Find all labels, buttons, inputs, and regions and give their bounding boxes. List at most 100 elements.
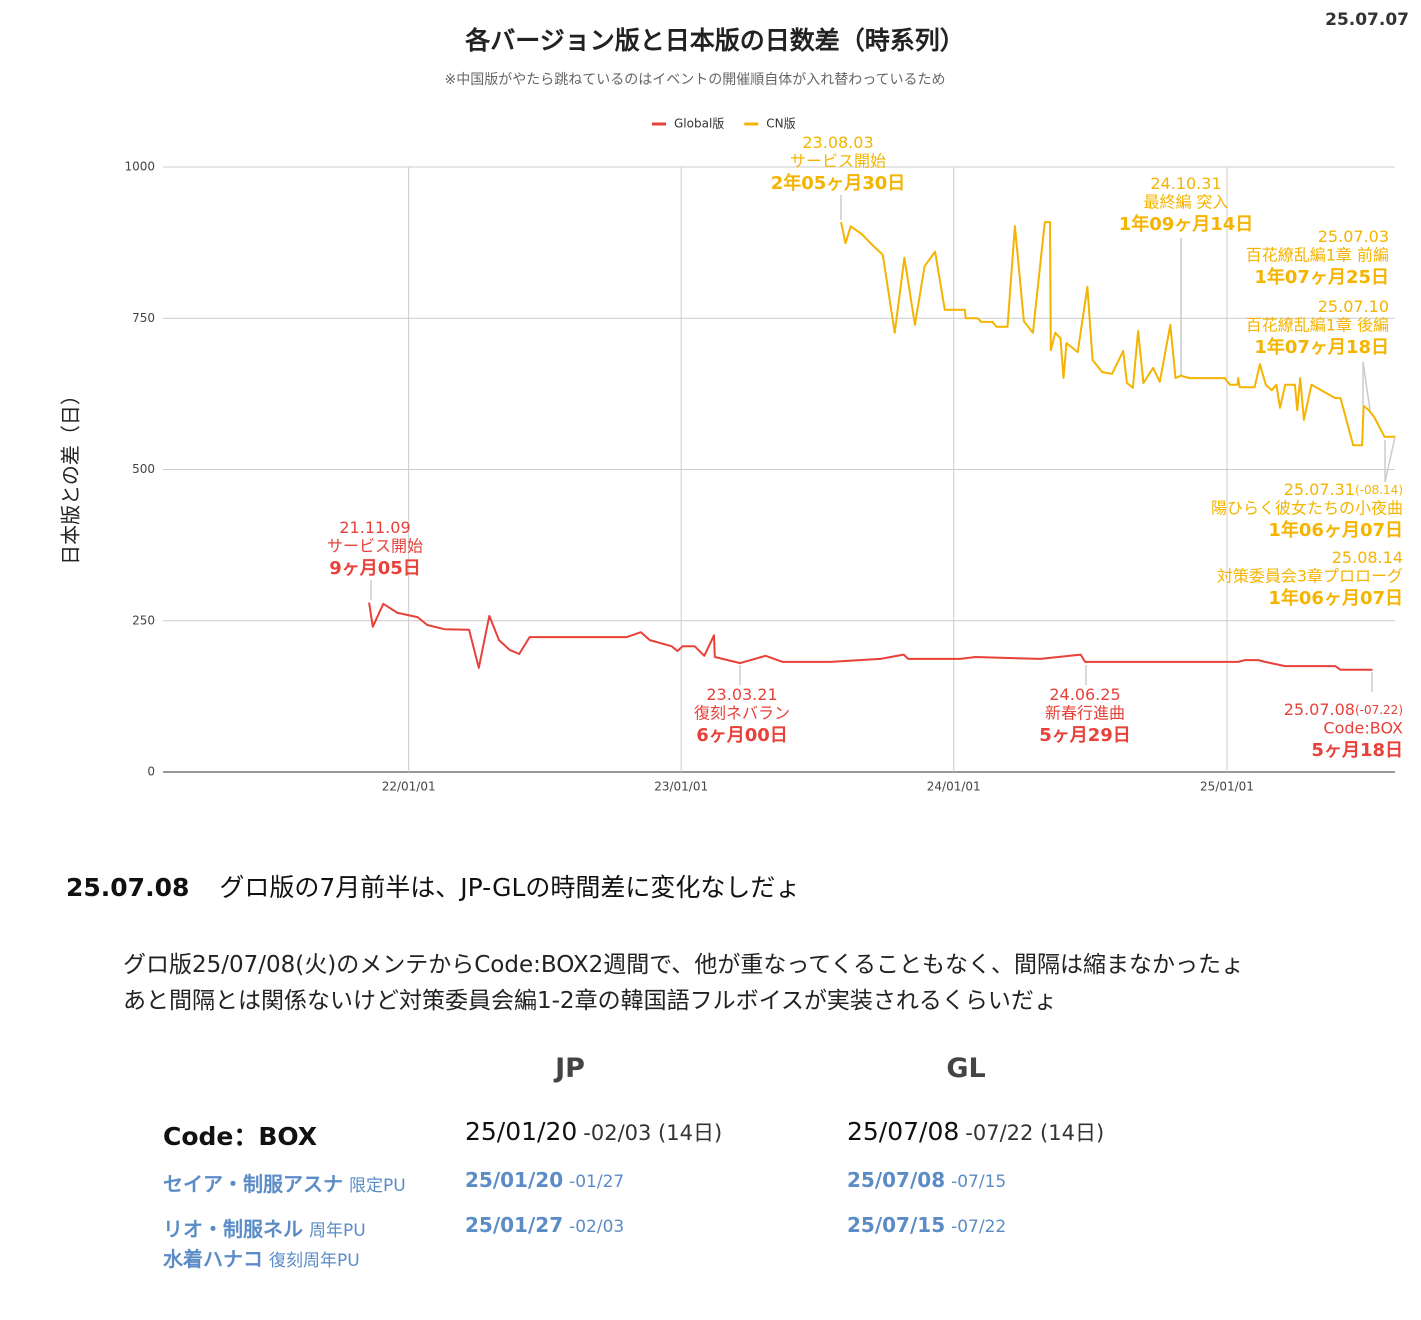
name-main: 水着ハナコ: [163, 1247, 263, 1271]
date-cell: 25/01/20 -01/27: [465, 1168, 624, 1192]
annotation-event: サービス開始: [790, 152, 886, 171]
date-end: -07/22 (14日): [965, 1121, 1105, 1145]
table-header-cell: JP: [530, 1053, 610, 1084]
date-start: 25/07/08: [847, 1117, 960, 1146]
annotation-event: 陽ひらく彼女たちの小夜曲: [1211, 499, 1403, 518]
annotation-gap: 6ヶ月00日: [696, 725, 788, 746]
annotation-date: 23.08.03: [802, 133, 873, 152]
note-line: あと間隔とは関係ないけど対策委員会編1-2章の韓国語フルボイスが実装されるくらい…: [123, 988, 1057, 1014]
row-name: セイア・制服アスナ 限定PU: [163, 1168, 406, 1197]
annotation-date: 24.06.25: [1049, 685, 1120, 704]
annotation-date: 23.03.21: [706, 685, 777, 704]
annotation-gap: 1年06ヶ月07日: [1268, 587, 1403, 609]
annotation-event: 最終編 突入: [1143, 193, 1228, 212]
date-start: 25/07/15: [847, 1213, 946, 1237]
name-sub: 復刻周年PU: [269, 1251, 360, 1271]
date-cell: 25/07/08 -07/15: [847, 1168, 1006, 1192]
annotation-date-text: 25.07.03: [1318, 227, 1389, 246]
row-name: Code：BOX: [163, 1117, 317, 1153]
annotation-date: 21.11.09: [339, 518, 410, 537]
date-start: 25/01/20: [465, 1117, 578, 1146]
annotation-event: 百花繚乱編1章 前編: [1246, 246, 1389, 265]
note-paragraph: グロ版25/07/08(火)のメンテからCode:BOX2週間で、他が重なってく…: [123, 945, 1244, 979]
annotation-date: 25.07.03: [1318, 227, 1389, 246]
annotation-date: 24.10.31: [1150, 174, 1221, 193]
x-tick-label: 23/01/01: [654, 780, 708, 794]
date-end: -01/27: [569, 1172, 625, 1192]
annotation-gap: 2年05ヶ月30日: [771, 172, 906, 194]
chart-subtitle: ※中国版がやたら跳ねているのはイベントの開催順自体が入れ替わっているため: [444, 72, 945, 88]
name-sub: 限定PU: [349, 1176, 406, 1196]
annotation-event: 復刻ネバラン: [694, 704, 790, 723]
table-header: GL: [946, 1053, 986, 1084]
series-line: [368, 602, 1373, 671]
y-axis-label: 日本版との差（日）: [59, 385, 83, 565]
date-cell: 25/01/20 -02/03 (14日): [465, 1117, 722, 1147]
annotation-date-text: 23.03.21: [706, 685, 777, 704]
date-start: 25/01/20: [465, 1168, 564, 1192]
row-name: リオ・制服ネル 周年PU: [163, 1213, 366, 1242]
annotation-range: (-08.14): [1355, 483, 1403, 497]
annotation-event: Code:BOX: [1323, 719, 1403, 738]
name-main: Code：BOX: [163, 1122, 318, 1151]
annotation-date-text: 25.07.31: [1284, 480, 1355, 499]
note-line: グロ版25/07/08(火)のメンテからCode:BOX2週間で、他が重なってく…: [123, 952, 1245, 978]
date-end: -02/03: [569, 1217, 625, 1237]
legend-label: Global版: [674, 117, 724, 131]
name-sub: 周年PU: [309, 1221, 366, 1241]
annotation-event: 対策委員会3章プロローグ: [1217, 567, 1403, 586]
annotation-gap: 1年06ヶ月07日: [1268, 519, 1403, 541]
row-name: 水着ハナコ 復刻周年PU: [163, 1243, 360, 1272]
annotation-date-text: 21.11.09: [339, 518, 410, 537]
date-end: -07/15: [951, 1172, 1007, 1192]
note-date: 25.07.08: [66, 873, 190, 902]
annotation-event: 百花繚乱編1章 後編: [1246, 316, 1389, 335]
series-line: [840, 221, 1395, 447]
leader-line: [1362, 361, 1371, 411]
legend-label: CN版: [766, 117, 795, 131]
chart: 各バージョン版と日本版の日数差（時系列） ※中国版がやたら跳ねているのはイベント…: [59, 26, 1404, 794]
y-tick-label: 1000: [124, 160, 155, 174]
date-end: -02/03 (14日): [583, 1121, 723, 1145]
annotation-gap: 1年09ヶ月14日: [1119, 213, 1254, 235]
note-headline: グロ版の7月前半は、JP-GLの時間差に変化なしだょ: [219, 873, 801, 902]
chart-title: 各バージョン版と日本版の日数差（時系列）: [464, 26, 965, 55]
y-tick-label: 750: [132, 311, 155, 325]
header-date: 25.07.07: [1325, 10, 1409, 30]
note-paragraph: あと間隔とは関係ないけど対策委員会編1-2章の韓国語フルボイスが実装されるくらい…: [123, 981, 1057, 1015]
date-start: 25/07/08: [847, 1168, 946, 1192]
y-tick-label: 0: [147, 765, 155, 779]
date-end: -07/22: [951, 1217, 1007, 1237]
name-main: セイア・制服アスナ: [163, 1172, 343, 1196]
date-cell: 25/01/27 -02/03: [465, 1213, 624, 1237]
annotation-date: 25.07.08(-07.22): [1284, 700, 1403, 719]
annotation-gap: 5ヶ月18日: [1311, 740, 1403, 761]
annotation-gap: 5ヶ月29日: [1039, 725, 1131, 746]
annotation-range: (-07.22): [1355, 703, 1403, 717]
annotation-date: 25.07.31(-08.14): [1284, 480, 1403, 499]
x-tick-label: 25/01/01: [1200, 780, 1254, 794]
annotation-date-text: 25.08.14: [1332, 548, 1403, 567]
annotation-date: 25.08.14: [1332, 548, 1403, 567]
date-cell: 25/07/08 -07/22 (14日): [847, 1117, 1104, 1147]
annotation-event: 新春行進曲: [1045, 704, 1125, 723]
annotation-date-text: 24.06.25: [1049, 685, 1120, 704]
annotation-date-text: 24.10.31: [1150, 174, 1221, 193]
y-tick-label: 500: [132, 462, 155, 476]
name-main: リオ・制服ネル: [163, 1217, 303, 1241]
table-header: JP: [555, 1053, 585, 1084]
annotation-gap: 1年07ヶ月25日: [1254, 266, 1389, 288]
annotation-event: サービス開始: [327, 537, 423, 556]
date-start: 25/01/27: [465, 1213, 564, 1237]
x-tick-label: 24/01/01: [927, 780, 981, 794]
date-cell: 25/07/15 -07/22: [847, 1213, 1006, 1237]
table-header-cell: GL: [926, 1053, 1006, 1084]
x-tick-label: 22/01/01: [382, 780, 436, 794]
leader-line: [1384, 436, 1396, 483]
annotation-date-text: 25.07.08: [1284, 700, 1355, 719]
annotation-gap: 9ヶ月05日: [329, 558, 421, 579]
annotation-date: 25.07.10: [1318, 297, 1389, 316]
annotation-gap: 1年07ヶ月18日: [1254, 336, 1389, 358]
note-heading: 25.07.08 グロ版の7月前半は、JP-GLの時間差に変化なしだょ: [66, 868, 800, 904]
